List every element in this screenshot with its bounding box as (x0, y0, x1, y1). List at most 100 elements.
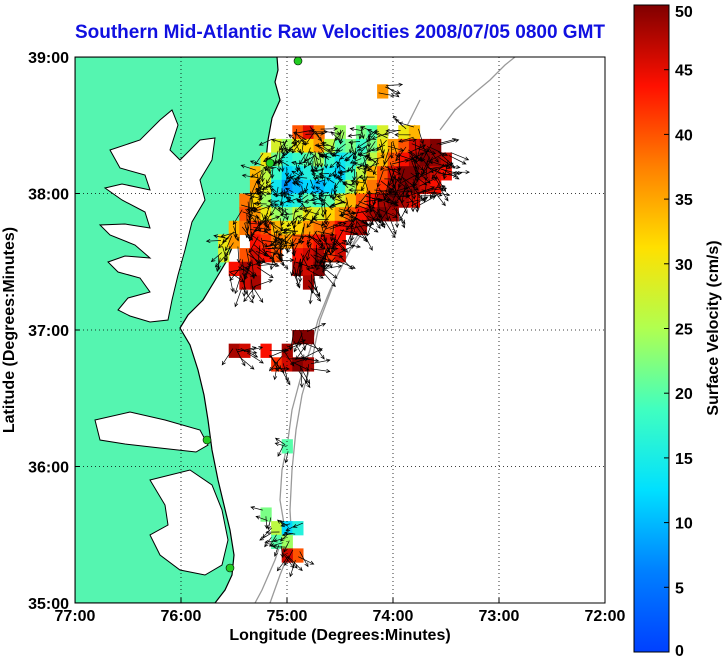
velocity-arrow (265, 250, 285, 257)
velocity-arrow (253, 279, 274, 287)
velocity-arrow (329, 152, 340, 157)
velocity-arrow (277, 445, 284, 457)
velocity-arrow (399, 138, 418, 143)
velocity-arrow (349, 127, 363, 132)
velocity-arrow (282, 552, 295, 569)
velocity-arrow (321, 264, 343, 270)
velocity-cell (281, 179, 293, 195)
velocity-arrow (223, 246, 231, 263)
velocity-arrow (328, 170, 337, 178)
velocity-cell (387, 152, 399, 167)
velocity-arrow (246, 208, 261, 214)
y-axis-label: Latitude (Degrees:Minutes) (1, 227, 18, 433)
velocity-arrow (242, 277, 247, 298)
velocity-arrow (356, 140, 368, 149)
velocity-arrow (388, 167, 396, 187)
velocity-arrow (272, 544, 286, 549)
velocity-cell (345, 179, 357, 195)
velocity-arrow (392, 141, 399, 159)
velocity-arrow (314, 143, 329, 148)
velocity-cell (419, 179, 431, 195)
velocity-arrow (285, 187, 294, 193)
velocity-arrow (346, 227, 355, 246)
velocity-arrow (295, 343, 308, 361)
velocity-cell (239, 207, 251, 222)
velocity-arrow (368, 141, 376, 153)
velocity-cell (387, 193, 399, 208)
velocity-arrow (384, 220, 396, 239)
velocity-arrow (278, 160, 289, 167)
velocity-arrow (267, 517, 272, 531)
velocity-arrow (294, 266, 300, 287)
velocity-arrow (298, 189, 305, 199)
velocity-cell (419, 152, 431, 167)
velocity-arrow (285, 174, 297, 180)
velocity-cell (249, 261, 262, 276)
velocity-cell (292, 138, 304, 154)
velocity-arrow (310, 197, 323, 202)
velocity-arrow (374, 189, 392, 194)
velocity-arrow (300, 253, 310, 271)
velocity-arrow (394, 132, 411, 137)
velocity-cell (271, 152, 283, 167)
velocity-cell (324, 248, 336, 263)
velocity-arrow (240, 164, 257, 171)
velocity-cell (377, 193, 389, 208)
station-marker (225, 563, 235, 573)
velocity-arrow (348, 141, 353, 154)
velocity-arrow (286, 237, 297, 254)
velocity-arrow (322, 202, 327, 215)
velocity-arrow (250, 221, 262, 237)
velocity-arrow (269, 252, 275, 271)
velocity-arrow (228, 273, 235, 293)
velocity-arrow (222, 231, 235, 243)
velocity-arrow (290, 257, 297, 277)
velocity-arrow (244, 221, 263, 227)
velocity-cell (398, 166, 410, 181)
velocity-cell (345, 207, 357, 222)
velocity-cell (281, 152, 293, 167)
velocity-cell (334, 138, 346, 154)
velocity-arrow (265, 166, 277, 172)
velocity-arrow (243, 346, 264, 352)
velocity-arrow (350, 179, 366, 184)
velocity-cell (218, 248, 230, 263)
velocity-arrow (329, 160, 338, 169)
velocity-cell (408, 166, 421, 181)
velocity-cell (239, 248, 251, 263)
velocity-cell (377, 84, 389, 99)
velocity-cell (345, 138, 357, 154)
velocity-arrow (264, 181, 274, 188)
velocity-arrow (260, 168, 265, 183)
velocity-arrow (308, 284, 313, 305)
velocity-arrow (318, 246, 339, 251)
velocity-arrow (265, 238, 283, 248)
velocity-arrow (310, 263, 331, 268)
velocity-cell (324, 138, 336, 154)
velocity-arrow (362, 168, 367, 183)
grid-lines (75, 57, 605, 603)
velocity-arrow (257, 267, 274, 279)
velocity-arrow (398, 121, 414, 128)
colorbar-tick-label: 0 (675, 643, 684, 659)
velocity-arrow (297, 213, 308, 225)
velocity-arrow (270, 204, 282, 213)
velocity-cell (292, 234, 304, 249)
velocity-arrow (288, 240, 305, 247)
velocity-cell (366, 166, 378, 181)
velocity-cell (355, 207, 368, 222)
velocity-cell (260, 507, 272, 522)
velocity-cell (324, 179, 336, 195)
velocity-arrow (264, 537, 272, 548)
velocity-arrow (435, 162, 454, 171)
velocity-arrow (270, 222, 284, 231)
colorbar (633, 4, 670, 653)
velocity-cell (313, 261, 325, 276)
velocity-arrow (370, 144, 386, 152)
colorbar-tick-label: 25 (675, 322, 693, 339)
velocity-cell (366, 179, 378, 195)
velocity-cell (271, 179, 283, 195)
station-marker (202, 435, 212, 445)
velocity-arrow (281, 532, 294, 537)
velocity-arrow (384, 166, 402, 175)
